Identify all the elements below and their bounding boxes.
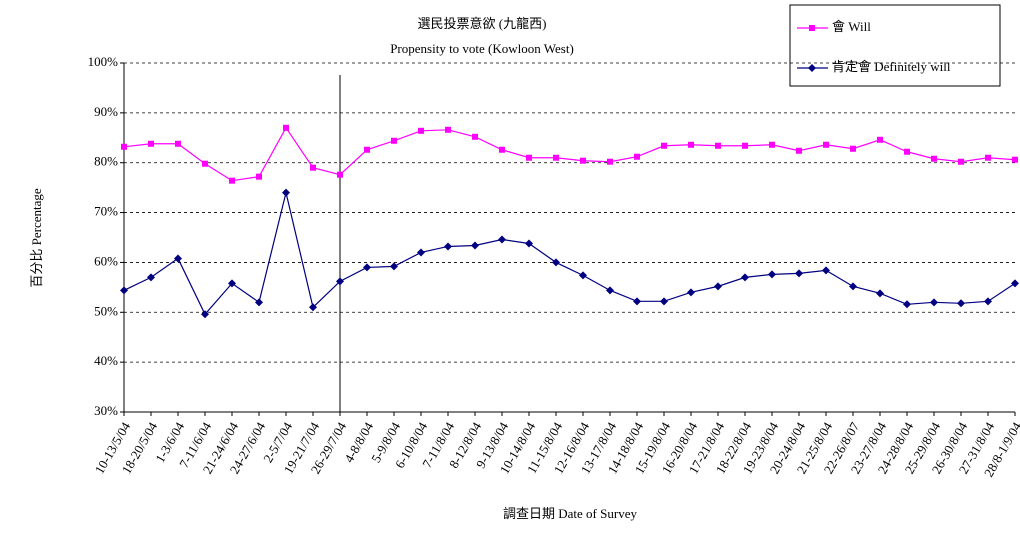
data-point (930, 298, 938, 307)
data-point (498, 235, 506, 244)
data-point (580, 157, 586, 164)
data-point (633, 297, 641, 306)
data-point (850, 145, 856, 152)
data-point (877, 136, 883, 143)
data-point (120, 286, 128, 295)
data-point (741, 273, 749, 282)
data-point (958, 158, 964, 165)
chart-subtitle: Propensity to vote (Kowloon West) (390, 41, 574, 56)
data-point (499, 146, 505, 153)
data-point (795, 269, 803, 278)
series-line (123, 192, 1016, 316)
data-point (714, 282, 722, 291)
data-point (579, 271, 587, 280)
data-point (337, 171, 343, 178)
y-axis-label: 百分比 Percentage (29, 188, 44, 288)
data-point (660, 297, 668, 306)
data-point (768, 270, 776, 279)
data-point (903, 300, 911, 309)
data-point (148, 140, 154, 147)
data-point (175, 140, 181, 147)
legend-marker (809, 25, 815, 31)
data-point (229, 177, 235, 184)
data-point (661, 142, 667, 149)
legend-box (789, 4, 1001, 87)
data-point (553, 154, 559, 161)
data-point (418, 127, 424, 134)
y-tick-label: 100% (88, 54, 119, 69)
data-point (255, 298, 263, 307)
data-point (445, 126, 451, 133)
y-tick-label: 90% (94, 104, 118, 119)
data-point (391, 137, 397, 144)
data-point (957, 299, 965, 308)
data-point (390, 262, 398, 271)
data-point (1012, 156, 1018, 163)
data-point (822, 266, 830, 275)
data-point (525, 239, 533, 248)
chart-title: 選民投票意欲 (九龍西) (418, 16, 547, 31)
data-point (336, 277, 344, 286)
data-point (985, 154, 991, 161)
data-point (796, 147, 802, 154)
data-point (174, 254, 182, 263)
legend-label: 肯定會 Definitely will (832, 59, 951, 74)
data-point (202, 160, 208, 167)
data-point (769, 141, 775, 148)
data-point (121, 143, 127, 150)
y-tick-label: 80% (94, 154, 118, 169)
data-point (931, 155, 937, 162)
data-point (283, 124, 289, 131)
data-point (417, 248, 425, 257)
x-axis-label: 調查日期 Date of Survey (503, 506, 637, 521)
data-point (201, 310, 209, 319)
data-point (688, 141, 694, 148)
series-line (123, 126, 1016, 182)
y-tick-label: 40% (94, 353, 118, 368)
y-tick-label: 60% (94, 253, 118, 268)
y-tick-label: 70% (94, 204, 118, 219)
data-point (904, 148, 910, 155)
data-point (876, 289, 884, 298)
data-point (1011, 279, 1019, 288)
data-point (310, 164, 316, 171)
y-tick-label: 50% (94, 303, 118, 318)
data-point (607, 158, 613, 165)
data-point (228, 279, 236, 288)
y-tick-label: 30% (94, 403, 118, 418)
data-point (742, 142, 748, 149)
data-point (552, 258, 560, 267)
data-point (472, 133, 478, 140)
data-point (823, 141, 829, 148)
data-point (282, 188, 290, 197)
data-point (715, 142, 721, 149)
data-point (256, 173, 262, 180)
data-point (363, 263, 371, 272)
legend-label: 會 Will (832, 19, 871, 34)
data-point (526, 154, 532, 161)
data-point (687, 288, 695, 297)
data-point (984, 297, 992, 306)
legend-marker (808, 64, 816, 72)
data-point (471, 241, 479, 250)
data-point (444, 242, 452, 251)
data-point (364, 146, 370, 153)
data-point (849, 282, 857, 291)
data-point (606, 286, 614, 295)
data-point (634, 153, 640, 160)
data-point (309, 303, 317, 312)
data-point (147, 273, 155, 282)
